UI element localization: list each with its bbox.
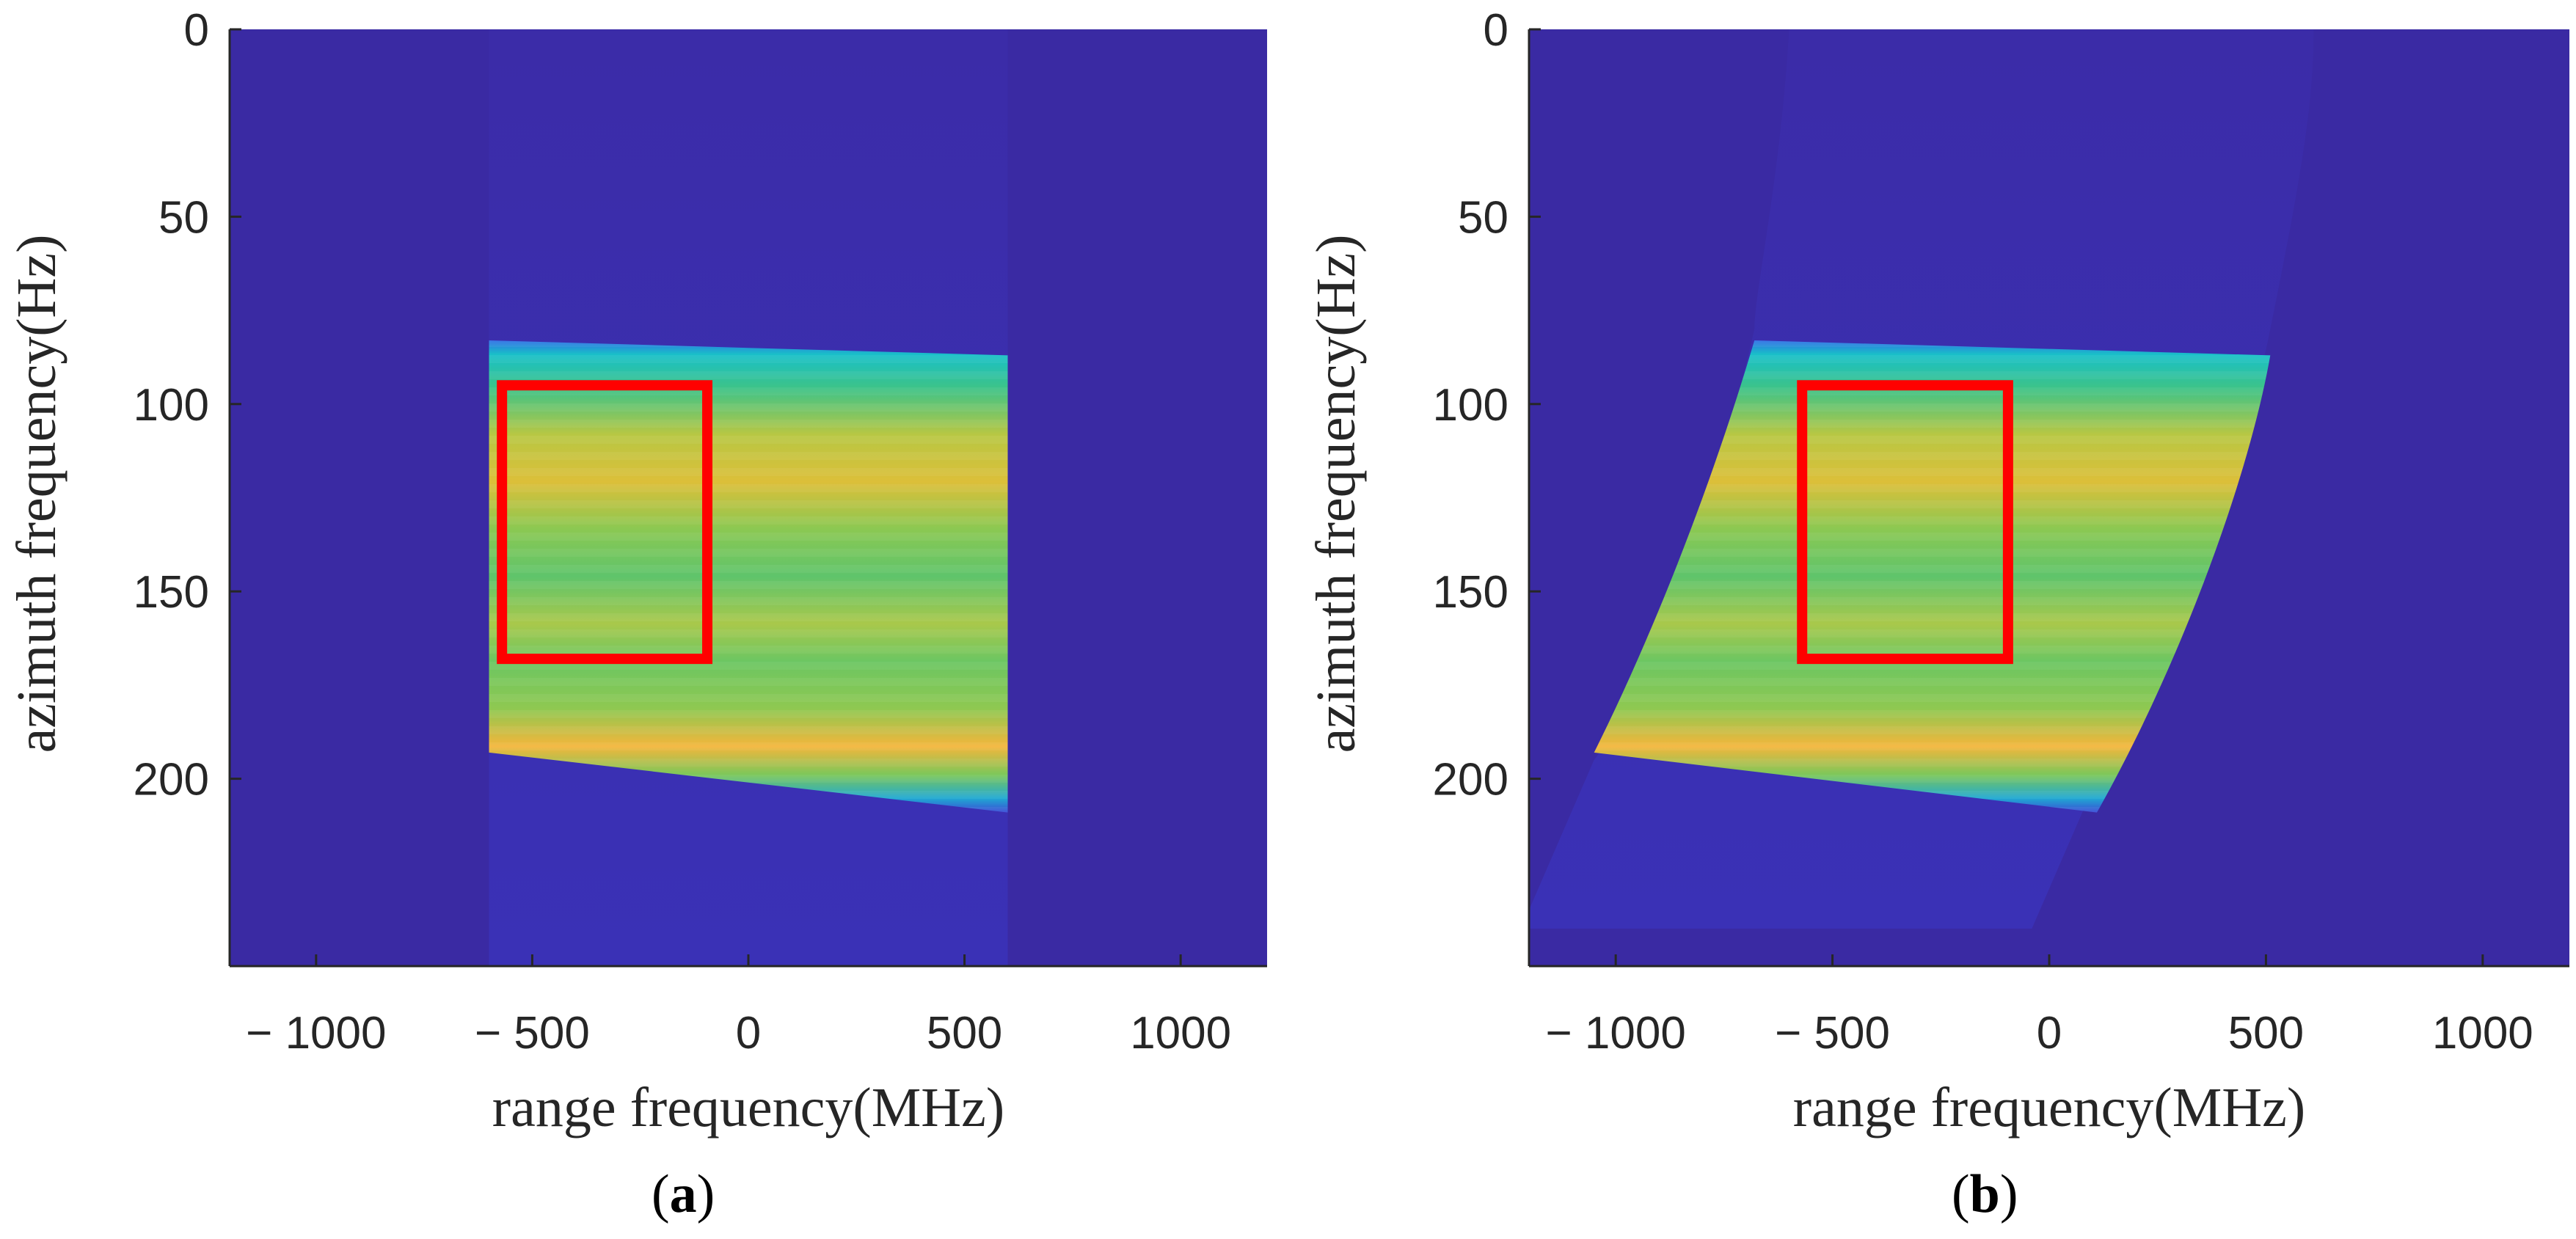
y-tick-label-b-2: 100: [1433, 380, 1508, 431]
x-tick-label-a-2: 0: [736, 1008, 761, 1059]
y-tick-label-b-1: 50: [1458, 192, 1508, 243]
energy-band-stripes-b: [1594, 340, 2271, 813]
highlight-box-a: [497, 380, 713, 665]
tick-labels-a: − 1000 − 500 0 500 1000 0 50 100 150 200: [134, 5, 1232, 1059]
x-axis-label-a: range frequency(MHz): [492, 1077, 1004, 1139]
x-tick-label-b-0: − 1000: [1545, 1008, 1685, 1059]
y-tick-label-b-0: 0: [1484, 5, 1508, 56]
y-axis-label-a: azimuth frequency(Hz): [6, 235, 67, 753]
x-tick-label-a-3: 500: [927, 1008, 1002, 1059]
plot-area-b: [1528, 29, 2569, 968]
x-tick-label-a-0: − 1000: [246, 1008, 386, 1059]
caption-b: (b): [1952, 1164, 2018, 1224]
y-tick-label-a-0: 0: [184, 5, 209, 56]
caption-a: (a): [652, 1164, 715, 1224]
x-tick-label-b-4: 1000: [2432, 1008, 2533, 1059]
energy-band-stripes-a: [489, 340, 1008, 813]
y-axis-label-b: azimuth frequency(Hz): [1305, 235, 1367, 753]
x-tick-label-b-2: 0: [2037, 1008, 2062, 1059]
plot-area-a: [228, 29, 1267, 968]
highlight-box-b: [1797, 380, 2013, 665]
caption-a-letter: a: [670, 1164, 697, 1224]
x-tick-label-b-1: − 500: [1775, 1008, 1890, 1059]
caption-b-letter: b: [1970, 1164, 2000, 1224]
x-tick-label-a-1: − 500: [475, 1008, 590, 1059]
x-tick-label-a-4: 1000: [1130, 1008, 1231, 1059]
tick-labels-b: − 1000 − 500 0 500 1000 0 50 100 150 200: [1433, 5, 2533, 1059]
y-tick-label-a-2: 100: [134, 380, 209, 431]
y-tick-label-a-1: 50: [158, 192, 209, 243]
y-tick-label-a-3: 150: [134, 567, 209, 618]
y-tick-label-a-4: 200: [134, 755, 209, 805]
y-tick-label-b-3: 150: [1433, 567, 1508, 618]
y-tick-label-b-4: 200: [1433, 755, 1508, 805]
x-tick-label-b-3: 500: [2228, 1008, 2304, 1059]
panel-b: − 1000 − 500 0 500 1000 0 50 100 150 200 range fr…: [1305, 5, 2569, 1224]
panel-a: − 1000 − 500 0 500 1000 0 50 100 150 200 range fr…: [6, 5, 1267, 1224]
x-axis-label-b: range frequency(MHz): [1793, 1077, 2305, 1139]
